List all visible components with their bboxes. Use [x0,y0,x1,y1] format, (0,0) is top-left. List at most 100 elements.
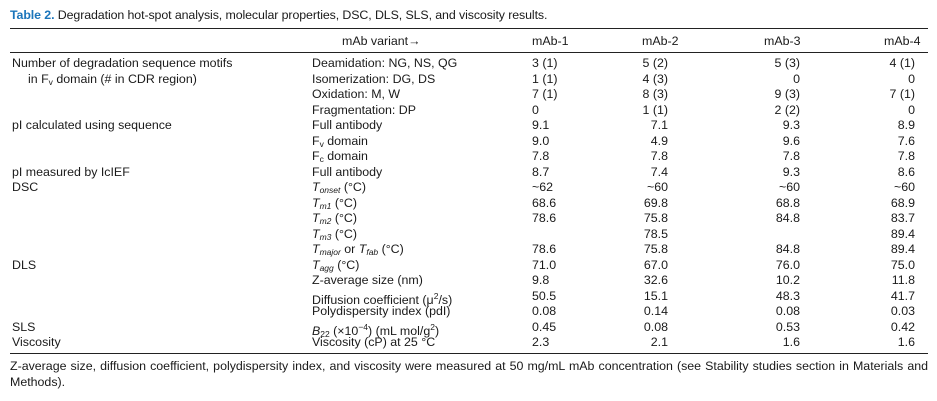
table-row: Fc domain 7.8 7.8 7.8 7.8 [0,149,937,165]
cell-mab2: 75.8 [643,242,668,256]
cell-mab4: 75.0 [890,257,915,272]
cell-mab1: 0.45 [532,319,557,334]
cell-mab3: 9.6 [782,133,800,148]
table-row: Number of degradation sequence motifs De… [0,56,937,72]
cell-mab3: 0.08 [775,304,800,318]
header-variant: mAb variant→ [342,34,421,48]
cell-mab3: 0 [793,71,800,86]
row-property: Tagg (°C) [312,257,360,273]
cell-mab3: 84.8 [775,242,800,256]
header-mab4: mAb-4 [884,34,921,48]
cell-mab1: 9.8 [532,273,550,287]
cell-mab4: 4 (1) [889,56,915,70]
cell-mab1: 0.08 [532,304,557,318]
table-row: SLS B22 (×10−4) (mL mol/g2) 0.45 0.08 0.… [0,319,937,339]
table-row: Fv domain 9.0 4.9 9.6 7.6 [0,134,937,150]
cell-mab3: 68.8 [775,195,800,210]
cell-mab2: 75.8 [643,211,668,225]
table-header: mAb variant→ mAb-1 mAb-2 mAb-3 mAb-4 [0,34,937,52]
cell-mab4: 89.4 [890,242,915,256]
row-property: Polydispersity index (pdI) [312,304,451,318]
table-row: DSC Tonset (°C) ~62 ~60 ~60 ~60 [0,180,937,196]
cell-mab4: 11.8 [891,273,915,287]
table-row: pI measured by IcIEF Full antibody 8.7 7… [0,165,937,181]
row-property: Tonset (°C) [312,180,366,195]
cell-mab4: 0 [908,102,915,117]
cell-mab4: 0.03 [890,304,915,318]
cell-mab2: 8 (3) [642,87,668,101]
cell-mab1: 0 [532,102,539,117]
row-property: Tm3 (°C) [312,226,357,242]
row-property: Fc domain [312,149,368,164]
cell-mab2: 69.8 [643,195,668,210]
table-footnote: Z-average size, diffusion coefficient, p… [10,359,928,389]
cell-mab3: 2 (2) [774,102,800,117]
table-row: DLS Tagg (°C) 71.0 67.0 76.0 75.0 [0,258,937,274]
row-property: Oxidation: M, W [312,87,401,101]
cell-mab4: 83.7 [890,211,915,225]
table-row: Tmajor or Tfab (°C) 78.6 75.8 84.8 89.4 [0,242,937,258]
cell-mab3: 48.3 [775,288,800,303]
cell-mab3: 9.3 [782,164,800,179]
bottom-rule [10,353,928,354]
cell-mab4: 7.8 [897,149,915,163]
cell-mab2: ~60 [646,180,668,194]
table-row: pI calculated using sequence Full antibo… [0,118,937,134]
cell-mab4: 0.42 [890,319,915,334]
cell-mab2: 4 (3) [642,71,668,86]
row-property: Viscosity (cP) at 25 °C [312,335,436,349]
cell-mab2: 0.08 [643,319,668,334]
cell-mab2: 32.6 [643,273,668,287]
table-caption: Table 2. Degradation hot-spot analysis, … [10,8,930,22]
cell-mab3: 7.8 [782,149,800,163]
cell-mab2: 5 (2) [642,56,668,70]
table-row: in Fv domain (# in CDR region) Isomeriza… [0,72,937,88]
row-property: Full antibody [312,164,383,179]
cell-mab4: 7 (1) [889,87,915,101]
header-mab1: mAb-1 [532,34,569,48]
row-property: B22 (×10−4) (mL mol/g2) [312,321,440,339]
cell-mab2: 1 (1) [642,102,668,117]
cell-mab3: 0.53 [775,319,800,334]
table-row: Polydispersity index (pdI) 0.08 0.14 0.0… [0,304,937,320]
cell-mab1: 9.0 [532,133,550,148]
cell-mab1: 71.0 [532,257,557,272]
cell-mab4: 0 [908,71,915,86]
cell-mab1: 78.6 [532,242,557,256]
row-property: Tm2 (°C) [312,211,357,226]
cell-mab4: 68.9 [890,195,915,210]
row-group: in Fv domain (# in CDR region) [28,71,197,87]
row-group: pI measured by IcIEF [12,164,130,179]
header-mab3: mAb-3 [764,34,801,48]
table-row: Diffusion coefficient (μ2/s) 50.5 15.1 4… [0,288,937,307]
row-property: Full antibody [312,118,383,132]
cell-mab4: 89.4 [890,226,915,241]
row-property: Deamidation: NG, NS, QG [312,56,458,70]
row-property: Z-average size (nm) [312,273,423,287]
cell-mab4: 1.6 [897,335,915,349]
table-row: Tm3 (°C) 78.5 89.4 [0,227,937,243]
table-row: Z-average size (nm) 9.8 32.6 10.2 11.8 [0,273,937,289]
cell-mab2: 78.5 [643,226,668,241]
cell-mab1: 8.7 [532,164,550,179]
table-row: Tm1 (°C) 68.6 69.8 68.8 68.9 [0,196,937,212]
row-group: DLS [12,257,37,272]
table-row: Oxidation: M, W 7 (1) 8 (3) 9 (3) 7 (1) [0,87,937,103]
cell-mab3: 5 (3) [774,56,800,70]
cell-mab1: ~62 [532,180,554,194]
row-group: DSC [12,180,39,194]
row-property: Tm1 (°C) [312,195,357,211]
cell-mab1: 68.6 [532,195,557,210]
row-property: Tmajor or Tfab (°C) [312,242,404,257]
cell-mab3: ~60 [778,180,800,194]
cell-mab4: 8.9 [897,118,915,132]
table-row: Tm2 (°C) 78.6 75.8 84.8 83.7 [0,211,937,227]
cell-mab4: 8.6 [897,164,915,179]
top-rule [10,28,928,29]
table-row: Fragmentation: DP 0 1 (1) 2 (2) 0 [0,103,937,119]
row-group: Viscosity [12,335,61,349]
cell-mab3: 9 (3) [774,87,800,101]
cell-mab3: 84.8 [775,211,800,225]
cell-mab2: 7.8 [650,149,668,163]
row-group: Number of degradation sequence motifs [12,56,233,70]
